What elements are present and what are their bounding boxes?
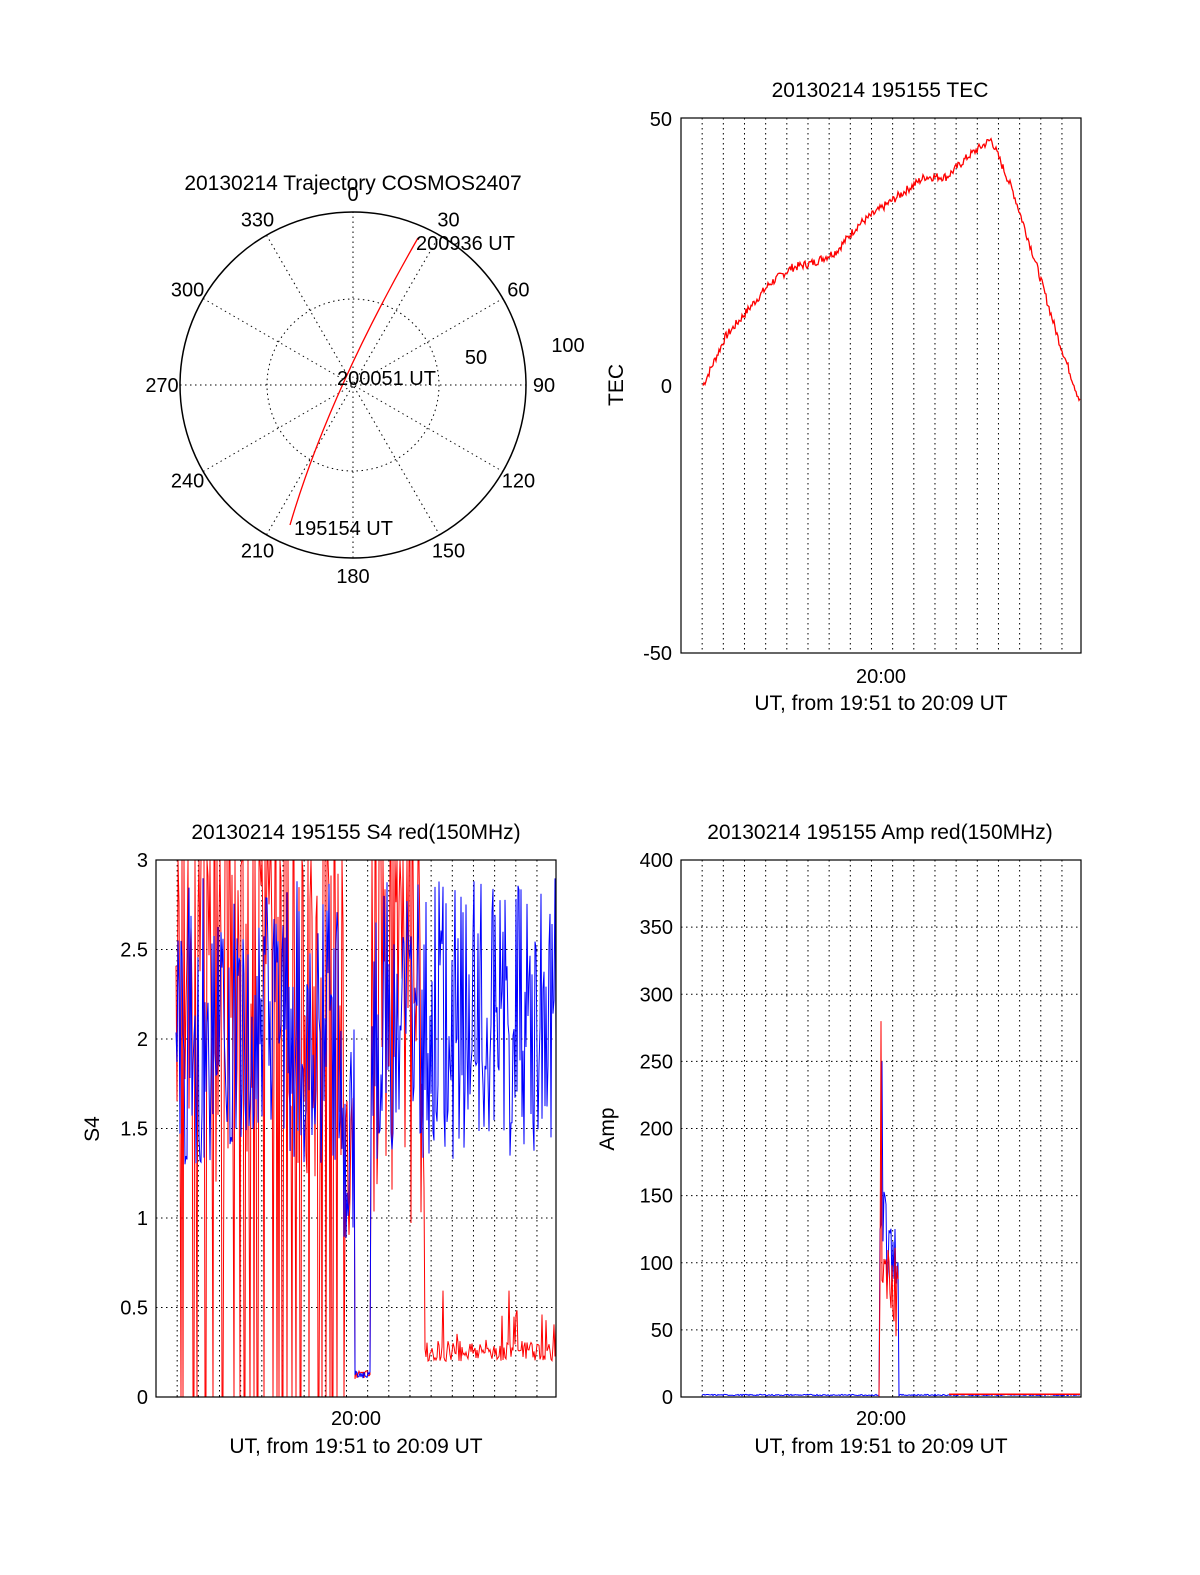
polar-angle-label: 330 <box>241 210 274 232</box>
polar-angle-label: 60 <box>507 280 529 302</box>
tec-title: 20130214 195155 TEC <box>772 79 989 102</box>
amp-ylabel: Amp <box>596 1107 619 1150</box>
ytick-label: 250 <box>640 1051 673 1073</box>
polar-title: 20130214 Trajectory COSMOS2407 <box>184 172 521 195</box>
ytick-label: 0 <box>662 1387 673 1409</box>
ytick-label: 0 <box>137 1387 148 1409</box>
polar-angle-labels: 0 30 60 90 120 150 180 210 240 270 300 330 <box>145 184 555 588</box>
tec-frame <box>680 117 1082 654</box>
tec-xlabel: UT, from 19:51 to 20:09 UT <box>754 692 1007 715</box>
polar-angle-label: 300 <box>171 280 204 302</box>
polar-angle-label: 270 <box>145 375 178 397</box>
s4-chart: 20130214 195155 S4 red(150MHz) 3 2.5 2 1.5 1… <box>81 821 557 1458</box>
ytick-label: 1 <box>137 1208 148 1230</box>
ytick-label: 3 <box>137 850 148 872</box>
amp-xlabel: UT, from 19:51 to 20:09 UT <box>754 1435 1007 1458</box>
radius-label-100: 100 <box>551 335 584 357</box>
s4-frame <box>155 859 557 1398</box>
amp-series-red <box>878 1021 899 1398</box>
tec-chart: 20130214 195155 TEC 50 0 -50 20:00 UT, f… <box>605 79 1082 715</box>
tec-ytick-neg50: -50 <box>643 643 672 665</box>
s4-xlabel: UT, from 19:51 to 20:09 UT <box>229 1435 482 1458</box>
ytick-label: 0.5 <box>120 1298 148 1320</box>
tec-ytick-0: 0 <box>661 376 672 398</box>
s4-xtick-2000: 20:00 <box>331 1408 381 1430</box>
amp-series-blue <box>701 1061 1081 1397</box>
time-label-start: 195154 UT <box>294 518 393 540</box>
amp-chart: 20130214 195155 Amp red(150MHz) 400 350 30… <box>596 821 1082 1458</box>
tec-ytick-50: 50 <box>650 109 672 131</box>
polar-angle-label: 210 <box>241 540 274 562</box>
ytick-label: 1.5 <box>120 1119 148 1141</box>
ytick-label: 400 <box>640 850 673 872</box>
ytick-label: 300 <box>640 984 673 1006</box>
ytick-label: 50 <box>651 1320 673 1342</box>
ytick-label: 2 <box>137 1029 148 1051</box>
polar-inner-circle <box>266 298 440 472</box>
time-label-end: 200936 UT <box>416 233 515 255</box>
ytick-label: 2.5 <box>120 940 148 962</box>
s4-yticks: 3 2.5 2 1.5 1 0.5 0 <box>120 850 148 1409</box>
polar-angle-label: 180 <box>336 566 369 588</box>
polar-angle-label: 240 <box>171 471 204 493</box>
amp-yticks: 400 350 300 250 200 150 100 50 0 <box>640 850 673 1409</box>
polar-angle-label: 30 <box>437 210 459 232</box>
s4-ylabel: S4 <box>81 1116 104 1142</box>
polar-angle-label: 120 <box>502 471 535 493</box>
s4-grid <box>156 860 556 1397</box>
ytick-label: 350 <box>640 917 673 939</box>
ytick-label: 100 <box>640 1253 673 1275</box>
time-label-mid: 200051 UT <box>337 368 436 390</box>
satellite-trajectory <box>289 237 419 526</box>
amp-title: 20130214 195155 Amp red(150MHz) <box>707 821 1053 844</box>
tec-xtick-2000: 20:00 <box>856 666 906 688</box>
s4-title: 20130214 195155 S4 red(150MHz) <box>191 821 520 844</box>
polar-angle-label: 150 <box>432 540 465 562</box>
ytick-label: 150 <box>640 1186 673 1208</box>
tec-ylabel: TEC <box>605 364 628 406</box>
tec-grid <box>701 118 1063 653</box>
polar-plot: 20130214 Trajectory COSMOS2407 0 30 60 90 12… <box>145 172 584 588</box>
polar-angle-label: 0 <box>347 184 358 206</box>
polar-angle-label: 90 <box>533 375 555 397</box>
tec-series-red <box>702 137 1081 402</box>
amp-xtick-2000: 20:00 <box>856 1408 906 1430</box>
s4-series-blue <box>175 878 557 1379</box>
radius-label-50: 50 <box>465 347 487 369</box>
ytick-label: 200 <box>640 1119 673 1141</box>
amp-frame <box>680 859 1082 1398</box>
s4-series-red <box>175 859 557 1398</box>
